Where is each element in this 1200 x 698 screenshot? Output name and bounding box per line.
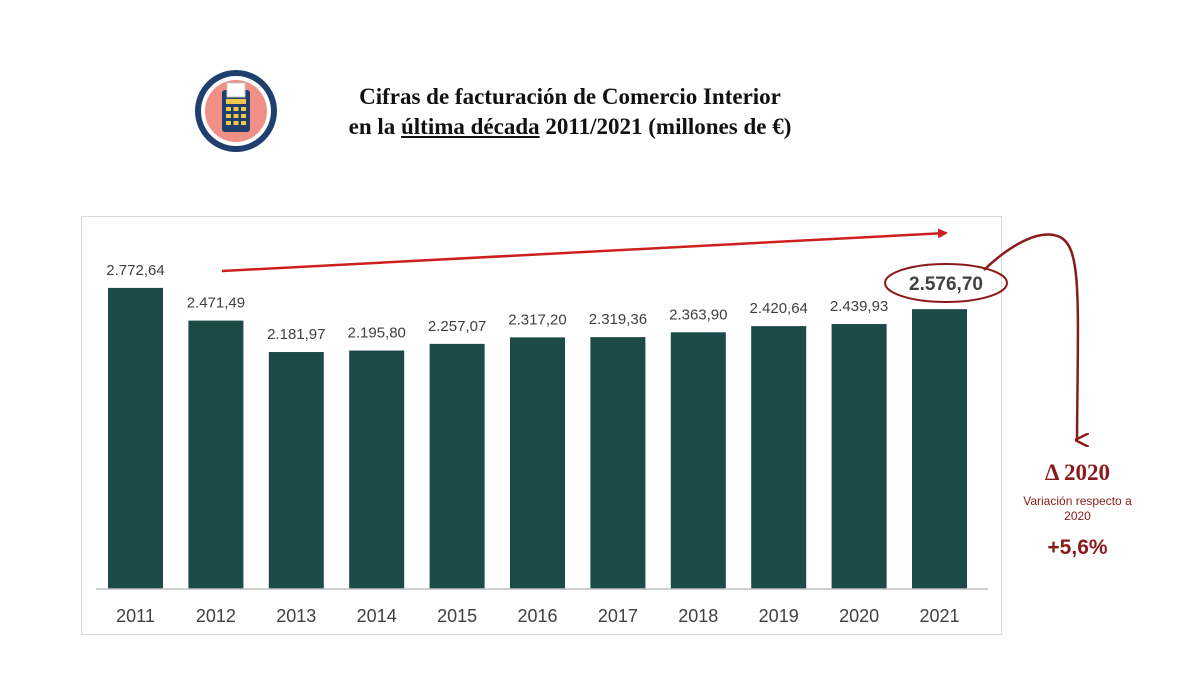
bar-2015 [429, 343, 485, 589]
highlight-value-label: 2.576,70 [909, 274, 983, 295]
tick-label-2014: 2014 [357, 606, 397, 626]
bar-2018 [670, 332, 726, 589]
value-labels: 2.772,64 2.471,49 2.181,97 2.195,80 2.257,07… [106, 262, 888, 343]
bar-2017 [590, 337, 646, 589]
tick-label-2019: 2019 [759, 606, 799, 626]
title-line-2: en la última década 2011/2021 (millones … [290, 112, 850, 142]
tick-label-2018: 2018 [678, 606, 718, 626]
calculator-icon [195, 70, 277, 152]
value-label-2014: 2.195,80 [348, 325, 406, 342]
value-label-2011: 2.772,64 [106, 262, 164, 279]
value-label-2017: 2.319,36 [589, 311, 647, 328]
highlight-ellipse [884, 263, 1008, 303]
bar-2013 [268, 352, 324, 589]
bars [108, 287, 967, 589]
bar-2014 [349, 350, 405, 589]
tick-label-2016: 2016 [517, 606, 557, 626]
title-line-2-underlined: última década [401, 114, 540, 139]
value-label-2020: 2.439,93 [830, 298, 888, 315]
header: Cifras de facturación de Comercio Interi… [190, 66, 890, 161]
title-line-2-prefix: en la [348, 114, 401, 139]
tick-label-2013: 2013 [276, 606, 316, 626]
bar-2020 [831, 324, 887, 589]
bar-2016 [510, 337, 565, 589]
bar-2012 [188, 320, 244, 589]
bar-2011 [108, 287, 163, 589]
title-line-1: Cifras de facturación de Comercio Interi… [359, 84, 781, 109]
bar-2021 [912, 309, 967, 589]
trend-arrow [221, 228, 948, 273]
delta-description: Variación respecto a 2020 [1023, 494, 1132, 523]
variation-annotation: Δ 2020 Variación respecto a 2020 +5,6% [1010, 460, 1145, 560]
tick-label-2011: 2011 [116, 606, 155, 626]
delta-label: Δ 2020 [1045, 460, 1110, 485]
bar-2019 [751, 326, 807, 589]
tick-label-2015: 2015 [437, 606, 477, 626]
title-line-2-suffix: 2011/2021 (millones de €) [539, 114, 792, 139]
tick-label-2021: 2021 [919, 606, 959, 626]
tick-label-2012: 2012 [196, 606, 236, 626]
value-label-2019: 2.420,64 [750, 300, 808, 317]
tick-label-2017: 2017 [598, 606, 638, 626]
value-label-2013: 2.181,97 [267, 326, 325, 343]
chart-title: Cifras de facturación de Comercio Interi… [290, 82, 850, 142]
x-axis-ticks: 2011 2012 2013 2014 2015 2016 2017 2018 2019 2020… [116, 606, 959, 626]
delta-value: +5,6% [1047, 536, 1108, 559]
tick-label-2020: 2020 [839, 606, 879, 626]
value-label-2012: 2.471,49 [187, 295, 245, 312]
value-label-2016: 2.317,20 [508, 311, 566, 328]
curved-arrow [983, 233, 1078, 440]
value-label-2018: 2.363,90 [669, 306, 727, 323]
value-label-2015: 2.257,07 [428, 318, 486, 335]
